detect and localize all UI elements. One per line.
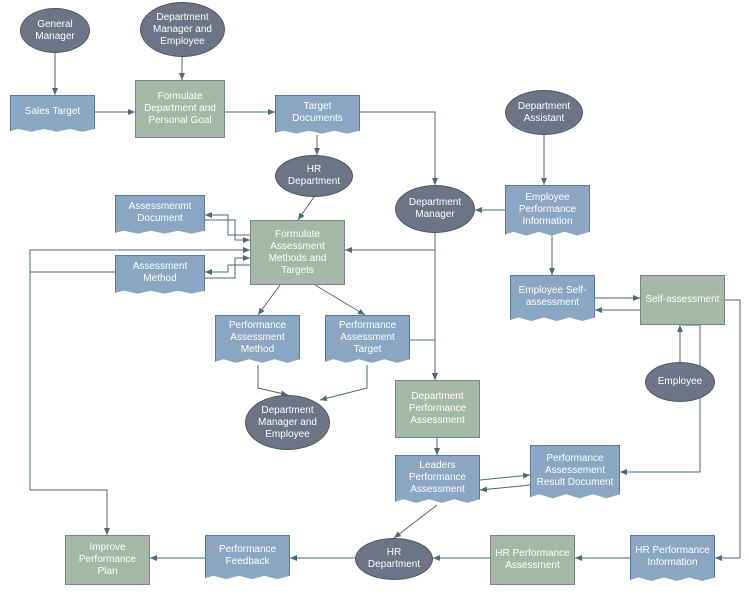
edge-deptMgr-formAssess [345,233,435,250]
edge-formAssess-assessMethod [205,265,250,272]
node-dme2: Department Manager and Employee [245,395,330,450]
edge-perfMethod-dme2 [258,365,288,395]
node-sales: Sales Target [10,95,95,135]
edge-assessDoc-formAssess [205,220,250,240]
node-deptMgr: Department Manager [395,185,475,233]
node-formGoal: Formulate Department and Personal Goal [135,80,225,138]
node-hrPerfInfo: HR Performance Information [630,535,715,585]
node-deptPerfAssess: Department Performance Assessment [395,380,480,438]
edge-perfTarget-dme2 [320,365,367,400]
node-perfFeedback: Performance Feedback [205,535,290,583]
node-deptAssist: Department Assistant [505,90,583,135]
node-empSelf: Employee Self-assessment [510,275,595,325]
node-perfResultDoc: Performance Assessement Result Document [530,445,620,503]
node-targetDocs: Target Documents [275,95,360,137]
node-employee: Employee [645,362,715,402]
node-hrPerfAssess: HR Performance Assessment [490,535,575,585]
edge-leadersPerf-hrDept2 [394,505,437,538]
node-improvePlan: Improve Performance Plan [65,535,150,585]
edge-assessMethod-improvePlan [30,272,115,535]
node-gm: General Manager [20,8,90,53]
edge-leadersPerf-perfResultDoc [480,475,530,480]
edge-perfTarget-deptPerfAssess [410,340,435,380]
edge-perfResultDoc-leadersPerf [480,485,530,490]
node-selfAssess: Self-assessment [640,275,725,325]
node-assessMethod: Assessment Method [115,255,205,297]
edge-formAssess-perfTarget [315,285,365,315]
node-perfMethod: Performance Assessment Method [215,315,300,367]
edge-targetDocs-deptMgr [360,112,435,185]
edge-formAssess-perfMethod [258,285,280,315]
node-hrDept2: HR Department [355,538,433,580]
node-empPerfInfo: Employee Performance Information [505,185,590,240]
edge-formAssess-assessDoc [205,215,250,235]
edge-hrDept1-formAssess [298,197,314,220]
node-hrDept1: HR Department [275,155,353,197]
edge-assessMethod-formAssess [205,258,250,278]
node-dme1: Department Manager and Employee [140,2,225,57]
node-leadersPerf: Leaders Performance Assessment [395,455,480,507]
node-formAssess: Formulate Assessment Methods and Targets [250,220,345,285]
edge-selfAssess-hrPerfInfo [715,300,740,558]
node-perfTarget: Performance Assessment Target [325,315,410,367]
node-assessDoc: Assessmenmt Document [115,195,205,237]
edges-layer [0,0,749,604]
